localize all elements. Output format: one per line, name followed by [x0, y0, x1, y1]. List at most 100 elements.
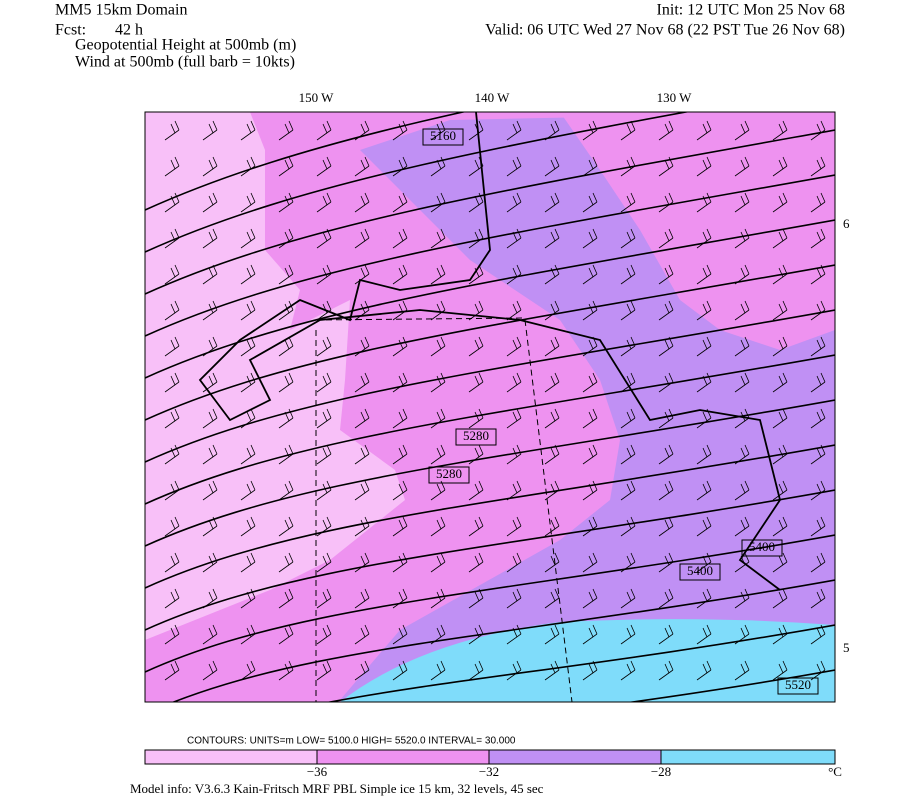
- wind-barb: [544, 444, 560, 465]
- wind-barb: [354, 624, 370, 645]
- wind-barb: [164, 372, 180, 393]
- contour-info: CONTOURS: UNITS=m LOW= 5100.0 HIGH= 5520…: [187, 736, 516, 747]
- wind-barb: [734, 300, 750, 321]
- wind-barb: [544, 624, 560, 645]
- wind-barb: [772, 480, 788, 501]
- wind-barb: [696, 156, 712, 177]
- wind-barb: [810, 408, 826, 429]
- wind-barb: [278, 660, 294, 681]
- wind-barb: [202, 300, 218, 321]
- wind-barb: [506, 408, 522, 429]
- wind-barb: [582, 192, 598, 213]
- wind-barb: [620, 588, 636, 609]
- contour-label-box: [455, 428, 497, 446]
- wind-barb: [506, 516, 522, 537]
- wind-barb: [696, 624, 712, 645]
- wind-barb: [734, 336, 750, 357]
- wind-barb: [620, 516, 636, 537]
- wind-barb: [810, 228, 826, 249]
- wind-barb: [582, 588, 598, 609]
- lon-label: 140 W: [475, 90, 511, 105]
- wind-barb: [240, 444, 256, 465]
- height-contour: [171, 579, 835, 702]
- wind-barb: [164, 120, 180, 141]
- colorbar-swatch: [488, 749, 662, 765]
- wind-barb: [772, 624, 788, 645]
- wind-barb: [734, 588, 750, 609]
- wind-barb: [354, 228, 370, 249]
- wind-barb: [202, 588, 218, 609]
- wind-barb: [354, 588, 370, 609]
- wind-barb: [772, 516, 788, 537]
- wind-barb: [506, 336, 522, 357]
- wind-barb: [734, 228, 750, 249]
- wind-barb: [582, 120, 598, 141]
- contour-label: 5160: [430, 128, 456, 143]
- wind-barb: [810, 588, 826, 609]
- wind-barb: [734, 192, 750, 213]
- wind-barb: [772, 264, 788, 285]
- wind-barb: [430, 624, 446, 645]
- wind-barb: [164, 444, 180, 465]
- init-time: Init: 12 UTC Mon 25 Nov 68: [657, 2, 845, 19]
- wind-barb: [544, 660, 560, 681]
- wind-barb: [810, 372, 826, 393]
- wind-barb: [582, 408, 598, 429]
- wind-barb: [278, 624, 294, 645]
- wind-barb: [202, 372, 218, 393]
- wind-barb: [164, 156, 180, 177]
- wind-barb: [772, 552, 788, 573]
- wind-barb: [468, 372, 484, 393]
- wind-barb: [164, 588, 180, 609]
- wind-barb: [544, 264, 560, 285]
- wind-barb: [240, 660, 256, 681]
- wind-barb: [468, 192, 484, 213]
- wind-barb: [696, 228, 712, 249]
- wind-barb: [164, 660, 180, 681]
- wind-barb: [392, 444, 408, 465]
- wind-barb: [734, 264, 750, 285]
- wind-barb: [392, 156, 408, 177]
- wind-barb: [658, 192, 674, 213]
- wind-barb: [354, 444, 370, 465]
- wind-barb: [696, 336, 712, 357]
- wind-barb: [316, 624, 332, 645]
- wind-barb: [582, 156, 598, 177]
- wind-barb: [316, 156, 332, 177]
- wind-barb: [810, 336, 826, 357]
- wind-barb: [658, 300, 674, 321]
- contour-label: 5280: [436, 466, 462, 481]
- map-frame: [144, 111, 836, 703]
- wind-barb: [240, 264, 256, 285]
- coastline: [198, 112, 781, 591]
- wind-barb: [582, 444, 598, 465]
- wind-barb: [506, 156, 522, 177]
- wind-barb: [544, 336, 560, 357]
- wind-barb: [392, 372, 408, 393]
- wind-barb: [658, 516, 674, 537]
- wind-barb: [202, 408, 218, 429]
- wind-barb: [164, 228, 180, 249]
- colorbar-swatch: [316, 749, 490, 765]
- wind-barb: [506, 552, 522, 573]
- contour-label: 5400: [749, 539, 775, 554]
- wind-barb: [164, 264, 180, 285]
- wind-barb: [620, 408, 636, 429]
- wind-barb: [164, 192, 180, 213]
- wind-barb: [202, 624, 218, 645]
- wind-barb: [164, 300, 180, 321]
- wind-barb: [696, 660, 712, 681]
- wind-barb: [316, 516, 332, 537]
- wind-barb: [202, 228, 218, 249]
- wind-barb: [734, 372, 750, 393]
- wind-barb: [506, 192, 522, 213]
- wind-barb: [354, 480, 370, 501]
- height-contour: [145, 489, 835, 631]
- wind-barb: [202, 516, 218, 537]
- wind-barb: [544, 552, 560, 573]
- wind-barb: [772, 408, 788, 429]
- wind-barb: [772, 444, 788, 465]
- wind-barb: [468, 516, 484, 537]
- wind-barb: [430, 444, 446, 465]
